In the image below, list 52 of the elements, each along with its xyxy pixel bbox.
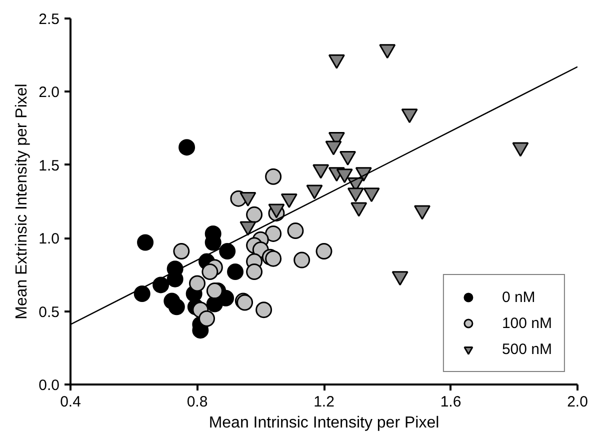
y-tick-label: 0.5 bbox=[38, 304, 60, 321]
point bbox=[202, 264, 218, 280]
point bbox=[265, 225, 282, 242]
legend-label: 100 nM bbox=[502, 314, 552, 332]
point bbox=[240, 221, 256, 236]
point bbox=[265, 250, 282, 267]
y-tick-label: 2.0 bbox=[38, 84, 60, 102]
point bbox=[328, 54, 345, 69]
point bbox=[379, 44, 396, 59]
x-tick-label: 0.8 bbox=[186, 394, 208, 410]
point bbox=[256, 302, 272, 318]
y-axis-title: Mean Extrinsic Intensity per Pixel bbox=[14, 84, 31, 320]
point bbox=[240, 192, 256, 207]
point bbox=[363, 188, 380, 202]
point bbox=[173, 243, 190, 260]
point bbox=[306, 184, 323, 200]
y-tick-label: 0.0 bbox=[38, 377, 60, 394]
point bbox=[347, 188, 364, 202]
point bbox=[294, 252, 310, 268]
point bbox=[401, 108, 418, 124]
point bbox=[152, 276, 170, 294]
point bbox=[414, 205, 430, 220]
point bbox=[189, 275, 206, 292]
x-tick-label: 0.4 bbox=[60, 394, 81, 410]
point bbox=[325, 140, 342, 156]
point bbox=[280, 193, 298, 208]
point bbox=[168, 298, 185, 316]
legend-label: 0 nM bbox=[502, 288, 536, 306]
x-axis-title: Mean Intrinsic Intensity per Pixel bbox=[208, 414, 440, 432]
point bbox=[512, 142, 529, 157]
x-tick-label: 1.2 bbox=[314, 394, 334, 410]
point bbox=[246, 264, 263, 280]
point bbox=[219, 243, 236, 260]
x-tick-label: 2.0 bbox=[567, 394, 588, 410]
point bbox=[340, 151, 356, 166]
y-tick-label: 2.5 bbox=[38, 11, 60, 28]
point bbox=[137, 234, 154, 251]
point bbox=[350, 202, 368, 217]
legend-label: 500 nM bbox=[502, 340, 552, 358]
point bbox=[206, 282, 223, 300]
point bbox=[336, 168, 353, 184]
point bbox=[287, 222, 304, 240]
x-tick-label: 1.6 bbox=[440, 394, 462, 410]
point bbox=[312, 164, 330, 179]
point bbox=[227, 264, 244, 280]
y-tick-label: 1.0 bbox=[38, 230, 60, 248]
point bbox=[316, 243, 332, 260]
point bbox=[246, 206, 263, 223]
y-tick-label: 1.5 bbox=[38, 157, 60, 174]
point bbox=[134, 285, 150, 302]
point bbox=[198, 310, 216, 327]
point bbox=[268, 204, 285, 218]
